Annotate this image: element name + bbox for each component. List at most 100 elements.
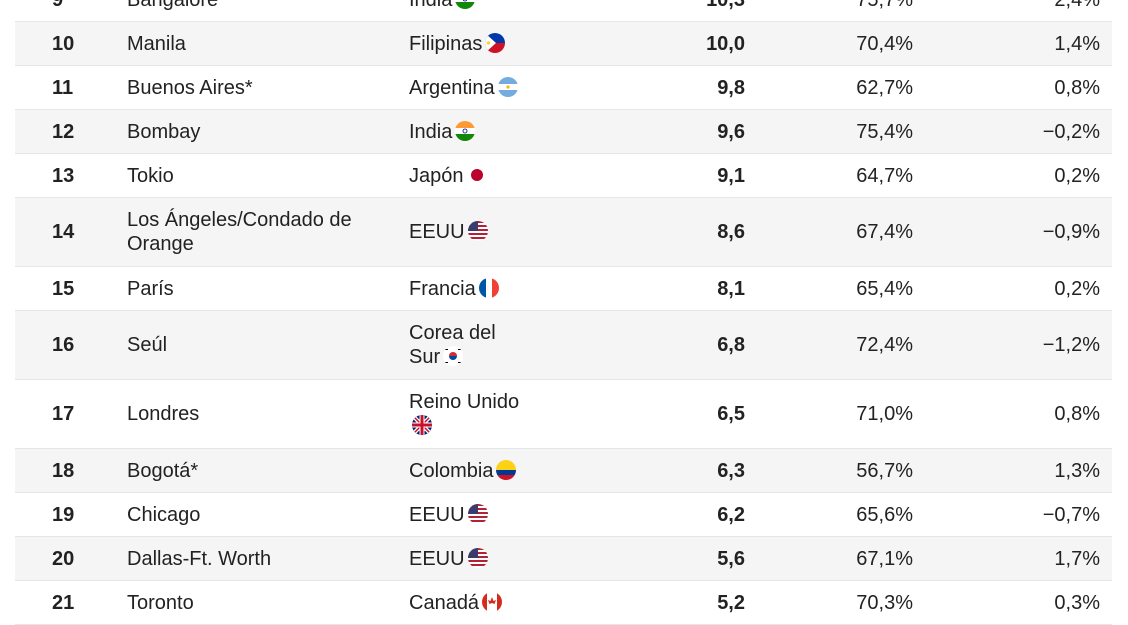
score-cell: 10,0 [706,32,745,55]
colombia-flag-icon [496,459,517,480]
rank-cell: 18 [52,459,75,482]
change-cell: 1,4% [1054,32,1100,55]
country-cell: Argentina [393,76,572,100]
canada-flag-icon [482,591,503,612]
japan-flag-icon [466,164,487,185]
percent-cell: 56,7% [856,459,913,482]
change-cell: 0,2% [1054,277,1100,300]
change-cell: −0,9% [1042,221,1100,243]
percent-cell: 70,3% [856,591,913,614]
uk-flag-icon [412,415,432,435]
percent-cell: 67,1% [856,547,913,570]
percent-cell: 75,7% [856,0,913,11]
country-cell: Canadá [393,591,572,615]
rank-cell: 15 [52,277,75,300]
percent-cell: 65,4% [856,277,913,300]
country-cell: EEUU [393,503,572,527]
city-cell: Los Ángeles/Condado de Orange [127,209,352,255]
percent-cell: 71,0% [856,403,913,425]
change-cell: 1,7% [1054,547,1100,570]
usa-flag-icon [467,221,488,241]
country-name: Colombia [409,459,494,482]
table-row: 19 Chicago EEUU 6,2 65,6% −0,7% [15,493,1112,537]
rank-cell: 11 [52,76,74,99]
score-cell: 6,8 [717,334,745,356]
rank-cell: 13 [52,164,75,187]
city-cell: Chicago [127,503,201,526]
country-name: Canadá [409,591,480,614]
table-row: 18 Bogotá* Colombia 6,3 56,7% 1,3% [15,449,1112,493]
usa-flag-icon [467,503,488,524]
city-cell: Tokio [127,164,174,187]
change-cell: −1,2% [1042,334,1100,356]
city-cell: Bangalore [127,0,219,11]
change-cell: 1,3% [1054,459,1100,482]
country-cell: India [393,120,572,144]
country-name: EEUU [409,503,465,526]
city-cell: Buenos Aires* [127,76,253,99]
table-row: 12 Bombay India 9,6 75,4% −0,2% [15,110,1112,154]
score-cell: 5,6 [717,547,745,570]
city-cell: París [127,277,174,300]
table-row: 9 Bangalore India 10,3 75,7% 2,4% [15,0,1112,22]
score-cell: 9,6 [717,120,745,143]
rank-cell: 10 [52,32,75,55]
table-row: 20 Dallas-Ft. Worth EEUU 5,6 67,1% 1,7% [15,537,1112,581]
score-cell: 5,2 [717,591,745,614]
city-cell: Londres [127,403,200,425]
country-cell: Japón [393,164,572,188]
score-cell: 9,8 [717,76,745,99]
table-row: 14 Los Ángeles/Condado de Orange EEUU 8,6 67… [15,198,1112,267]
change-cell: 0,3% [1054,591,1100,614]
table-row: 10 Manila Filipinas 10,0 70,4% 1,4% [15,22,1112,66]
table-row: 16 Seúl Corea del Sur 6,8 72,4% −1,2% [15,311,1112,380]
rank-cell: 17 [52,403,75,425]
change-cell: 2,4% [1054,0,1100,11]
france-flag-icon [478,277,499,298]
country-name: Filipinas [409,32,483,55]
change-cell: 0,8% [1054,403,1100,425]
percent-cell: 70,4% [856,32,913,55]
country-name: Francia [409,277,476,300]
city-cell: Dallas-Ft. Worth [127,547,272,570]
change-cell: −0,2% [1042,120,1100,143]
city-cell: Toronto [127,591,194,614]
rank-cell: 9 [52,0,64,11]
rank-cell: 12 [52,120,75,143]
table-row: 13 Tokio Japón 9,1 64,7% 0,2% [15,154,1112,198]
percent-cell: 62,7% [856,76,913,99]
philippines-flag-icon [485,32,506,53]
country-cell: EEUU [393,220,572,244]
score-cell: 9,1 [717,164,745,187]
change-cell: 0,2% [1054,164,1100,187]
city-cell: Bogotá* [127,459,199,482]
usa-flag-icon [467,547,488,568]
country-name: India [409,120,453,143]
country-cell: India [393,0,572,12]
score-cell: 10,3 [706,0,745,11]
percent-cell: 75,4% [856,120,913,143]
table-row: 11 Buenos Aires* Argentina 9,8 62,7% 0,8% [15,66,1112,110]
country-cell: Francia [393,277,572,301]
score-cell: 6,2 [717,503,745,526]
rank-cell: 14 [52,221,75,243]
country-name: EEUU [409,221,465,243]
country-cell: EEUU [393,547,572,571]
table-row: 21 Toronto Canadá 5,2 70,3% 0,3% [15,581,1112,625]
score-cell: 8,1 [717,277,745,300]
india-flag-icon [455,0,476,9]
percent-cell: 65,6% [856,503,913,526]
score-cell: 8,6 [717,221,745,243]
score-cell: 6,5 [717,403,745,425]
percent-cell: 64,7% [856,164,913,187]
table-row: 17 Londres Reino Unido 6,5 71,0% 0,8% [15,380,1112,449]
table-row: 15 París Francia 8,1 65,4% 0,2% [15,267,1112,311]
south-korea-flag-icon [443,346,464,366]
country-cell: Reino Unido [393,390,572,438]
country-name: EEUU [409,547,465,570]
city-ranking-table: 9 Bangalore India 10,3 75,7% 2,4% 10 Manila Fili… [15,0,1112,625]
country-name: India [409,0,453,11]
percent-cell: 67,4% [856,221,913,243]
city-cell: Bombay [127,120,201,143]
score-cell: 6,3 [717,459,745,482]
